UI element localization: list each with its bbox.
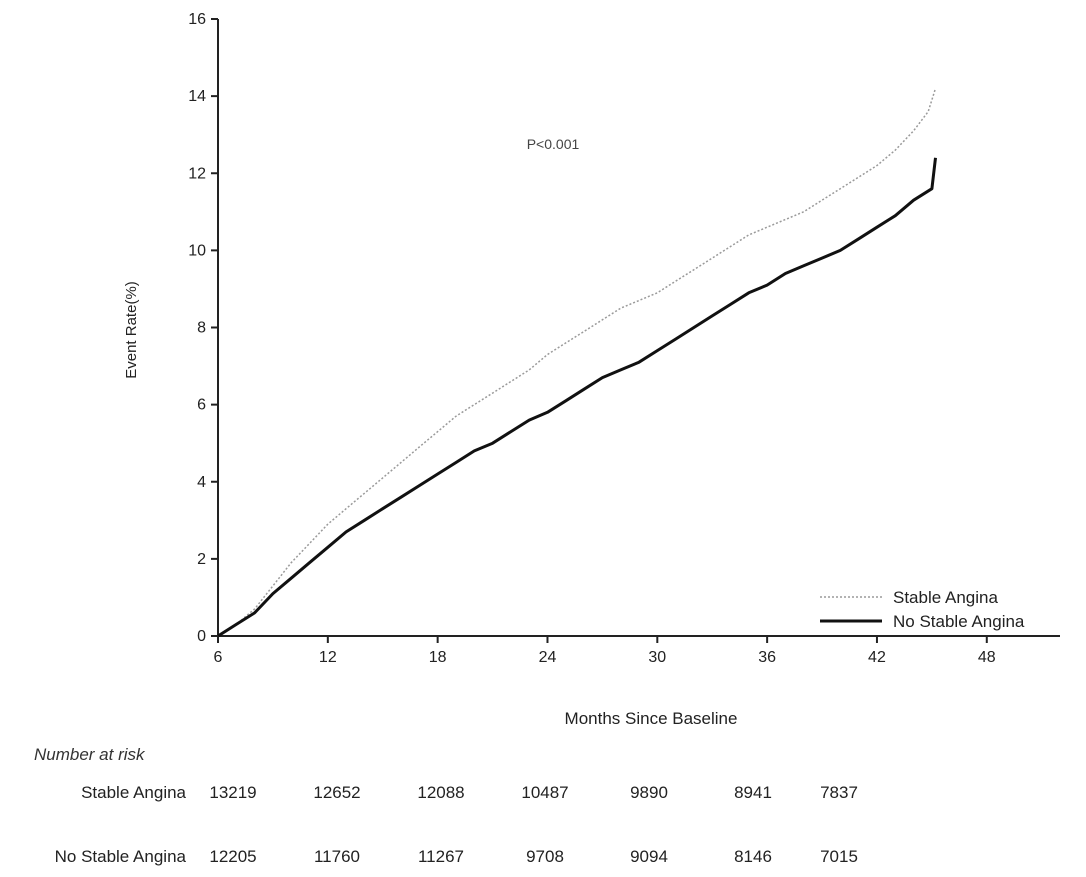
y-tick-label: 2 xyxy=(197,551,206,568)
risk-row-label: No Stable Angina xyxy=(54,847,186,866)
y-tick-label: 16 xyxy=(188,11,206,28)
series-line-no-stable-angina xyxy=(217,157,937,638)
legend: Stable Angina No Stable Angina xyxy=(820,588,1025,631)
x-tick-label: 12 xyxy=(319,649,337,666)
risk-cell: 13219 xyxy=(209,783,257,802)
y-tick-label: 14 xyxy=(188,88,206,105)
y-tick-label: 0 xyxy=(197,628,206,645)
y-tick-label: 12 xyxy=(188,165,206,182)
x-tick-label: 24 xyxy=(539,649,557,666)
legend-label: Stable Angina xyxy=(893,588,998,607)
y-tick-label: 4 xyxy=(197,474,206,491)
risk-cell: 10487 xyxy=(521,783,569,802)
p-value-annotation: P<0.001 xyxy=(527,136,580,152)
x-tick-label: 30 xyxy=(648,649,666,666)
risk-cell: 9094 xyxy=(630,847,668,866)
legend-label: No Stable Angina xyxy=(893,612,1025,631)
risk-cell: 8146 xyxy=(734,847,772,866)
y-tick-label: 8 xyxy=(197,320,206,337)
x-tick-label: 6 xyxy=(214,649,223,666)
risk-cell: 8941 xyxy=(734,783,772,802)
x-tick-label: 48 xyxy=(978,649,996,666)
y-tick-label: 6 xyxy=(197,397,206,414)
risk-cell: 9890 xyxy=(630,783,668,802)
series-line-stable-angina xyxy=(217,88,937,637)
risk-cell: 12205 xyxy=(209,847,257,866)
y-tick-label: 10 xyxy=(188,242,206,259)
series-lines xyxy=(217,88,937,638)
y-axis-label: Event Rate(%) xyxy=(123,281,140,379)
risk-cell: 11760 xyxy=(313,847,360,866)
x-tick-label: 36 xyxy=(758,649,776,666)
risk-cell: 7837 xyxy=(820,783,858,802)
risk-cell: 12652 xyxy=(313,783,361,802)
risk-cell: 12088 xyxy=(417,783,465,802)
risk-table-title: Number at risk xyxy=(34,745,145,764)
x-axis-label: Months Since Baseline xyxy=(565,709,738,728)
x-tick-label: 42 xyxy=(868,649,886,666)
risk-cell: 9708 xyxy=(526,847,564,866)
risk-cell: 11267 xyxy=(417,847,464,866)
risk-row-label: Stable Angina xyxy=(81,783,186,802)
x-tick-label: 18 xyxy=(429,649,447,666)
risk-cell: 7015 xyxy=(820,847,858,866)
